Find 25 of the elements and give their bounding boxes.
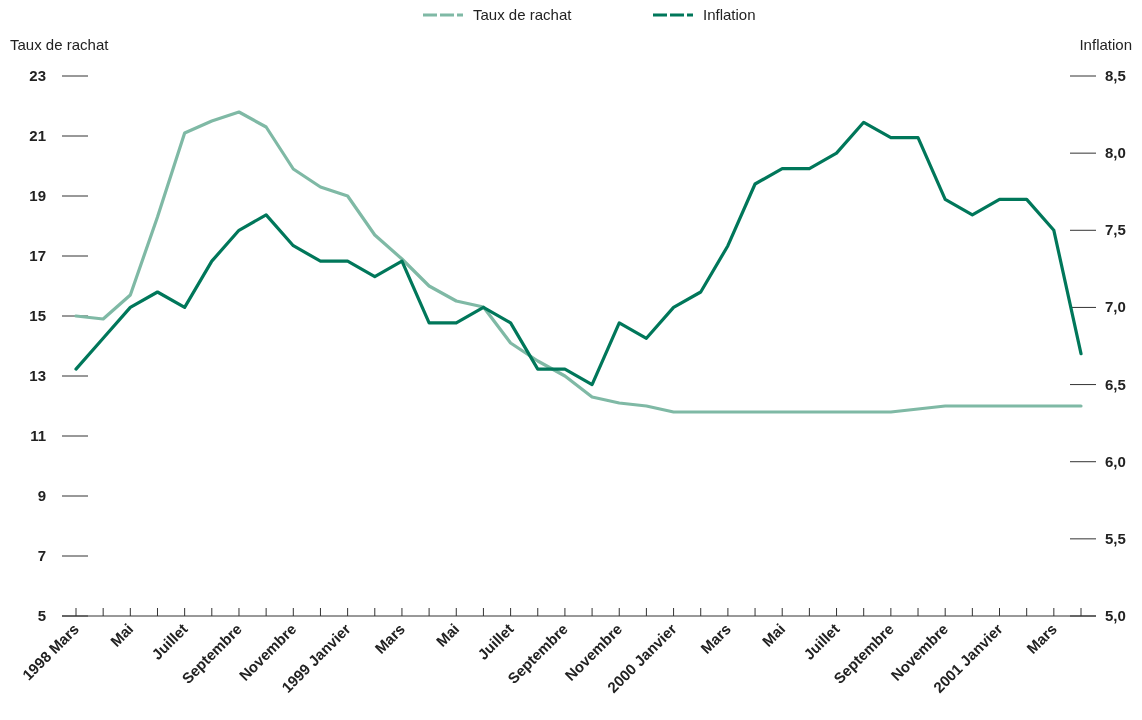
y-tick-label: 9 (37, 487, 46, 504)
y2-tick-label: 5,5 (1105, 529, 1126, 547)
legend-label: Inflation (703, 6, 756, 23)
y-tick-label: 11 (30, 427, 46, 444)
legend-label: Taux de rachat (473, 6, 573, 23)
y2-tick-label: 6,5 (1105, 375, 1126, 393)
y-tick-label: 5 (37, 607, 46, 624)
y-tick-label: 23 (29, 67, 46, 84)
y-tick-label: 7 (37, 547, 46, 564)
y-tick-label: 21 (29, 127, 46, 144)
y-axis-title: Taux de rachat (10, 36, 110, 53)
y2-tick-label: 7,5 (1105, 221, 1126, 239)
y-tick-label: 13 (29, 367, 46, 384)
y2-tick-label: 8,0 (1105, 144, 1126, 162)
y2-tick-label: 7,0 (1105, 298, 1126, 316)
x-tick-label: Mai (758, 620, 789, 650)
x-tick-label: Mai (106, 620, 137, 650)
x-tick-label: Mai (432, 620, 463, 650)
y-tick-label: 17 (29, 247, 46, 264)
y2-tick-label: 6,0 (1105, 452, 1126, 470)
y2-axis-title: Inflation (1079, 36, 1132, 53)
y-tick-label: 15 (29, 307, 46, 324)
y2-tick-label: 5,0 (1105, 607, 1126, 624)
y2-tick-label: 8,5 (1105, 67, 1126, 84)
y-tick-label: 19 (29, 187, 46, 204)
